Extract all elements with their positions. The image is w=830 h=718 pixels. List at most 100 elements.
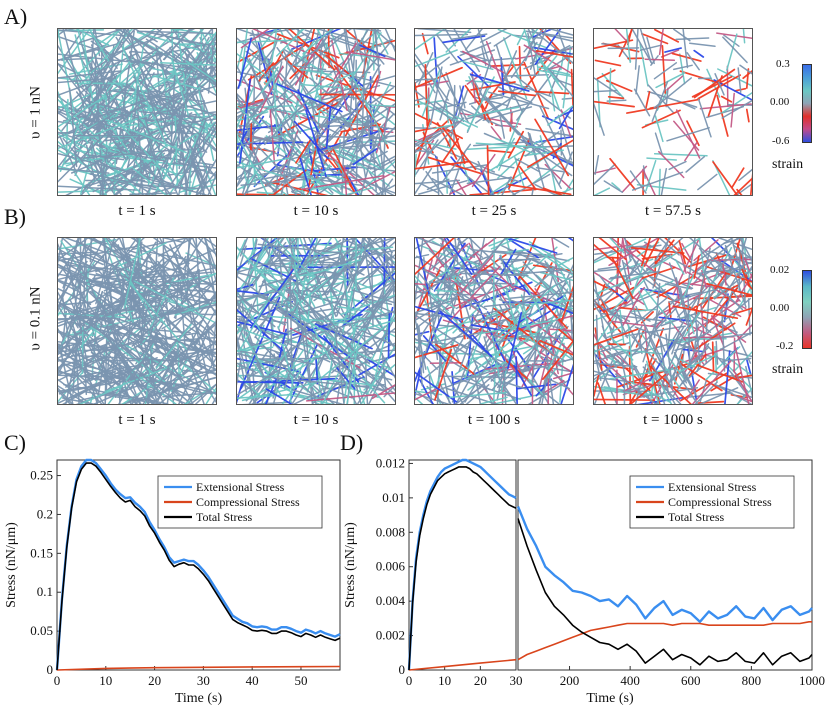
filament — [421, 70, 441, 117]
filament — [316, 94, 341, 111]
filament — [87, 238, 153, 271]
filament — [256, 191, 284, 195]
filament — [161, 238, 183, 243]
filament — [629, 262, 645, 301]
filament — [301, 173, 347, 195]
filament — [726, 33, 738, 71]
filament — [610, 238, 655, 272]
filament — [261, 48, 294, 80]
filament — [723, 34, 740, 47]
filament — [417, 29, 472, 34]
filament — [342, 148, 395, 177]
filament — [282, 48, 307, 64]
filament — [101, 126, 114, 195]
filament — [446, 245, 471, 305]
filament — [92, 381, 147, 404]
panel-label-c: C) — [4, 430, 26, 455]
filament — [58, 266, 109, 281]
filaments — [58, 238, 216, 404]
filament — [346, 238, 349, 287]
filament — [476, 238, 507, 272]
filament — [195, 158, 216, 194]
filament — [170, 120, 216, 185]
filament — [58, 35, 115, 57]
filament — [610, 270, 661, 279]
filament — [156, 345, 181, 389]
filament — [58, 389, 87, 404]
d-left-xtick-label: 0 — [406, 673, 413, 688]
filament — [557, 114, 573, 161]
filament — [422, 296, 458, 306]
filament — [117, 242, 167, 267]
filament — [445, 238, 461, 302]
filament — [58, 92, 95, 110]
filament — [614, 29, 630, 44]
filament — [623, 378, 651, 392]
filament — [249, 123, 253, 151]
row-a-ylabel: υ = 1 nN — [27, 86, 44, 139]
filament — [642, 253, 672, 275]
filament — [322, 266, 346, 296]
filament — [352, 148, 378, 166]
filament — [594, 59, 622, 67]
d-ytick-label: 0.002 — [376, 628, 405, 643]
filament — [185, 60, 216, 83]
filament — [58, 250, 77, 278]
d-ytick-label: 0.012 — [376, 455, 405, 470]
filament — [612, 348, 663, 355]
filament — [241, 401, 293, 404]
filament — [368, 373, 385, 404]
filament — [292, 389, 323, 404]
filament — [289, 361, 295, 404]
filament — [415, 282, 427, 286]
filament — [58, 327, 105, 404]
filament — [515, 158, 541, 173]
filament — [201, 164, 211, 195]
filament — [668, 160, 687, 171]
filament — [78, 385, 121, 404]
filament — [172, 109, 185, 171]
d-left-xtick-label: 30 — [510, 673, 523, 688]
filament — [247, 44, 306, 81]
filament — [173, 72, 216, 116]
filament — [353, 238, 395, 283]
filament — [535, 50, 573, 58]
filament — [664, 47, 682, 53]
filament — [519, 304, 542, 358]
filament — [145, 38, 216, 87]
filament — [619, 309, 625, 345]
filament — [594, 39, 634, 50]
network-image-a1 — [57, 28, 217, 196]
filament — [291, 238, 298, 278]
filament — [594, 163, 616, 186]
filament — [261, 66, 279, 94]
filament — [289, 276, 293, 372]
filament — [262, 164, 285, 177]
filament — [343, 166, 348, 195]
filament — [58, 44, 85, 88]
filament — [601, 312, 664, 322]
filament — [631, 171, 684, 191]
filament — [745, 307, 752, 326]
network-svg — [415, 238, 573, 404]
filament — [415, 315, 427, 370]
filament — [89, 31, 154, 72]
filament — [594, 286, 635, 311]
filament — [195, 238, 201, 291]
filament — [493, 34, 512, 47]
filament — [490, 310, 505, 342]
filament — [255, 65, 284, 120]
filament — [527, 29, 539, 42]
filament — [343, 29, 355, 101]
filament — [58, 167, 110, 174]
filament — [737, 67, 742, 93]
filament — [534, 183, 558, 195]
d-left-plot-frame — [408, 459, 517, 671]
filament — [746, 359, 752, 377]
filament — [503, 381, 527, 390]
filament — [745, 108, 750, 123]
filament — [245, 56, 285, 137]
filament — [597, 382, 607, 404]
filament — [261, 238, 301, 266]
filament — [361, 29, 373, 78]
